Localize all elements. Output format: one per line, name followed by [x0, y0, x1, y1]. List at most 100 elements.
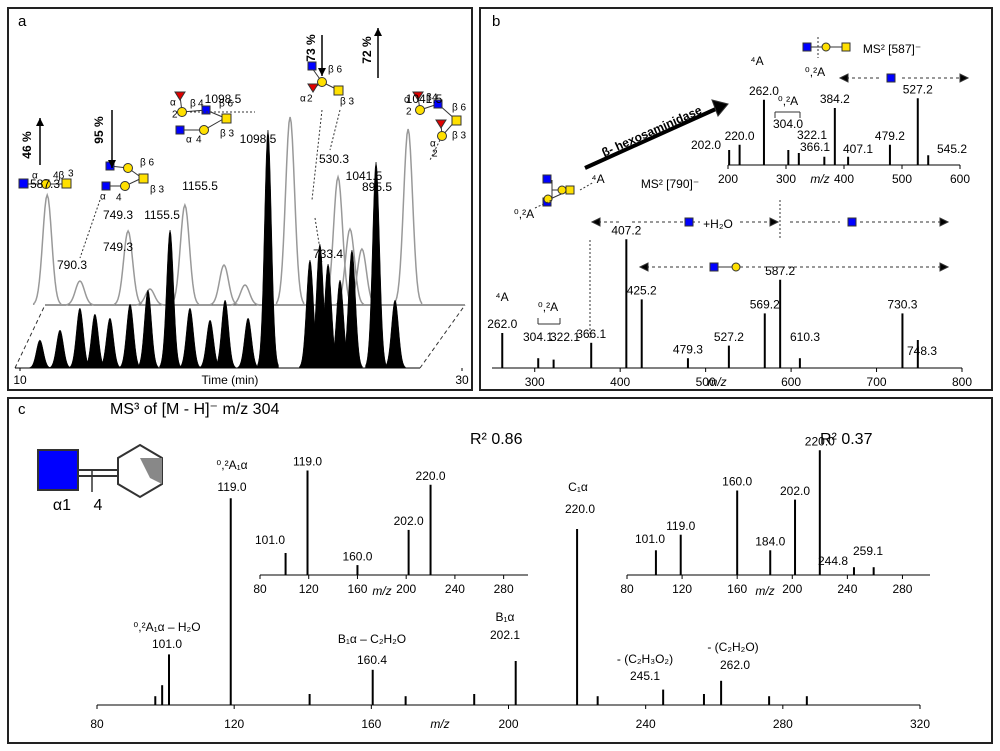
- trace-peak: [32, 192, 62, 305]
- peak-label: 262.0: [487, 317, 517, 331]
- linkage-label: 4: [94, 497, 103, 514]
- annotation: ⁰,²A: [805, 65, 825, 79]
- linkage-label: β 3: [452, 131, 467, 142]
- x-tick-label: 300: [776, 172, 796, 186]
- arrow-head: [108, 160, 116, 168]
- linkage-label: α: [100, 192, 106, 203]
- linkage-label: α: [186, 135, 192, 146]
- x-tick-label: 500: [892, 172, 912, 186]
- peak-label: 184.0: [755, 534, 785, 548]
- annotation: β- hexosaminidase: [599, 103, 704, 160]
- percentage: 73 %: [304, 34, 318, 62]
- x-tick-label: 280: [892, 582, 912, 596]
- x-tick-label: 200: [396, 582, 416, 596]
- peak-label: 733.4: [313, 247, 343, 261]
- linkage-label: α: [170, 98, 176, 109]
- annotation: MS² [587]⁻: [863, 42, 921, 56]
- x-tick-label: 240: [445, 582, 465, 596]
- x-tick-label: 240: [837, 582, 857, 596]
- peak-area: [137, 289, 159, 368]
- linkage-label: β: [190, 99, 196, 110]
- x-tick-label: 160: [727, 582, 747, 596]
- linkage-label: α: [300, 94, 306, 105]
- peak-label: 262.0: [720, 658, 750, 672]
- linkage-label: β 6: [328, 65, 343, 76]
- x-tick-label: 280: [494, 582, 514, 596]
- peak-label: 366.1: [576, 327, 606, 341]
- x-axis-label: m/z: [707, 375, 726, 389]
- chart-title: R² 0.37: [820, 431, 873, 448]
- peak-label: 160.4: [357, 653, 387, 667]
- linkage-label: 2: [432, 149, 438, 160]
- peak-label: 587.2: [765, 264, 795, 278]
- x-tick-label: 400: [610, 375, 630, 389]
- peak-label: 119.0: [217, 480, 246, 494]
- x-axis-label: m/z: [430, 717, 449, 731]
- x-tick-label: 120: [672, 582, 692, 596]
- peak-label: 202.0: [691, 138, 721, 152]
- peak-area: [214, 299, 236, 368]
- trace-peak: [275, 116, 305, 305]
- annotation: +H₂O: [703, 217, 733, 231]
- peak-area: [179, 307, 201, 368]
- peak-label: 101.0: [635, 532, 665, 546]
- peak-label: 749.3: [103, 208, 133, 222]
- linkage-label: 2: [307, 94, 313, 105]
- linkage-label: β 3: [220, 129, 235, 140]
- linkage-label: 4: [116, 193, 122, 204]
- peak-label: 119.0: [666, 519, 695, 533]
- peak-label: 748.3: [907, 344, 937, 358]
- peak-label: 202.0: [394, 514, 424, 528]
- linkage-label: β 6: [452, 103, 467, 114]
- peak-label: 610.3: [790, 330, 820, 344]
- annotation: ⁰,²A₁α – H₂O: [133, 620, 200, 634]
- annotation: C₁α: [568, 480, 588, 494]
- annotation: ⁰,²A₁α: [216, 458, 247, 472]
- linkage-label: α: [430, 139, 436, 150]
- panel-label: b: [492, 13, 500, 30]
- linkage-label: α: [404, 95, 410, 106]
- x-tick-label: 160: [361, 717, 381, 731]
- chart-title: R² 0.86: [470, 431, 523, 448]
- peak-label: 220.0: [805, 434, 835, 448]
- peak-label: 407.1: [843, 142, 873, 156]
- x-tick-label: 600: [950, 172, 970, 186]
- trace-peak: [393, 128, 423, 305]
- x-tick-label: 280: [773, 717, 793, 731]
- linkage-label: β 3: [340, 97, 355, 108]
- peak-label: 1041.5: [346, 169, 383, 183]
- peak-label: 322.1: [797, 128, 827, 142]
- peak-area: [84, 313, 106, 368]
- x-tick-label: 700: [867, 375, 887, 389]
- peak-label: 202.0: [780, 484, 810, 498]
- linkage-label: β: [426, 93, 432, 104]
- peak-label: 545.2: [937, 142, 967, 156]
- peak-label: 160.0: [342, 549, 372, 563]
- peak-label: 1098.5: [240, 132, 277, 146]
- panel-c-frame: [7, 397, 993, 744]
- linkage-label: 2: [172, 110, 178, 121]
- x-tick-label: 30: [455, 373, 469, 387]
- peak-label: 384.2: [820, 92, 850, 106]
- chart-title: MS³ of [M - H]⁻ m/z 304: [110, 401, 279, 418]
- panel-b-frame: [479, 7, 993, 391]
- peak-area: [119, 303, 141, 368]
- arrow-head: [318, 68, 326, 76]
- annotation: - (C₂H₃O₂): [617, 652, 673, 666]
- peak-label: 304.0: [773, 117, 803, 131]
- peak-area: [365, 161, 387, 368]
- peak-area: [341, 249, 363, 368]
- x-tick-label: 80: [253, 582, 267, 596]
- linkage-label: β 3: [150, 185, 165, 196]
- peak-label: 730.3: [887, 298, 917, 312]
- peak-area: [29, 339, 51, 368]
- x-tick-label: 200: [498, 717, 518, 731]
- x-tick-label: 200: [782, 582, 802, 596]
- x-tick-label: 800: [952, 375, 972, 389]
- panel-c-cartoon: [37, 443, 163, 499]
- peak-label: 304.1: [523, 330, 553, 344]
- trace-peak: [65, 280, 95, 306]
- x-tick-label: 200: [718, 172, 738, 186]
- linkage-label: 3: [68, 169, 74, 180]
- peak-label: 790.3: [57, 258, 87, 272]
